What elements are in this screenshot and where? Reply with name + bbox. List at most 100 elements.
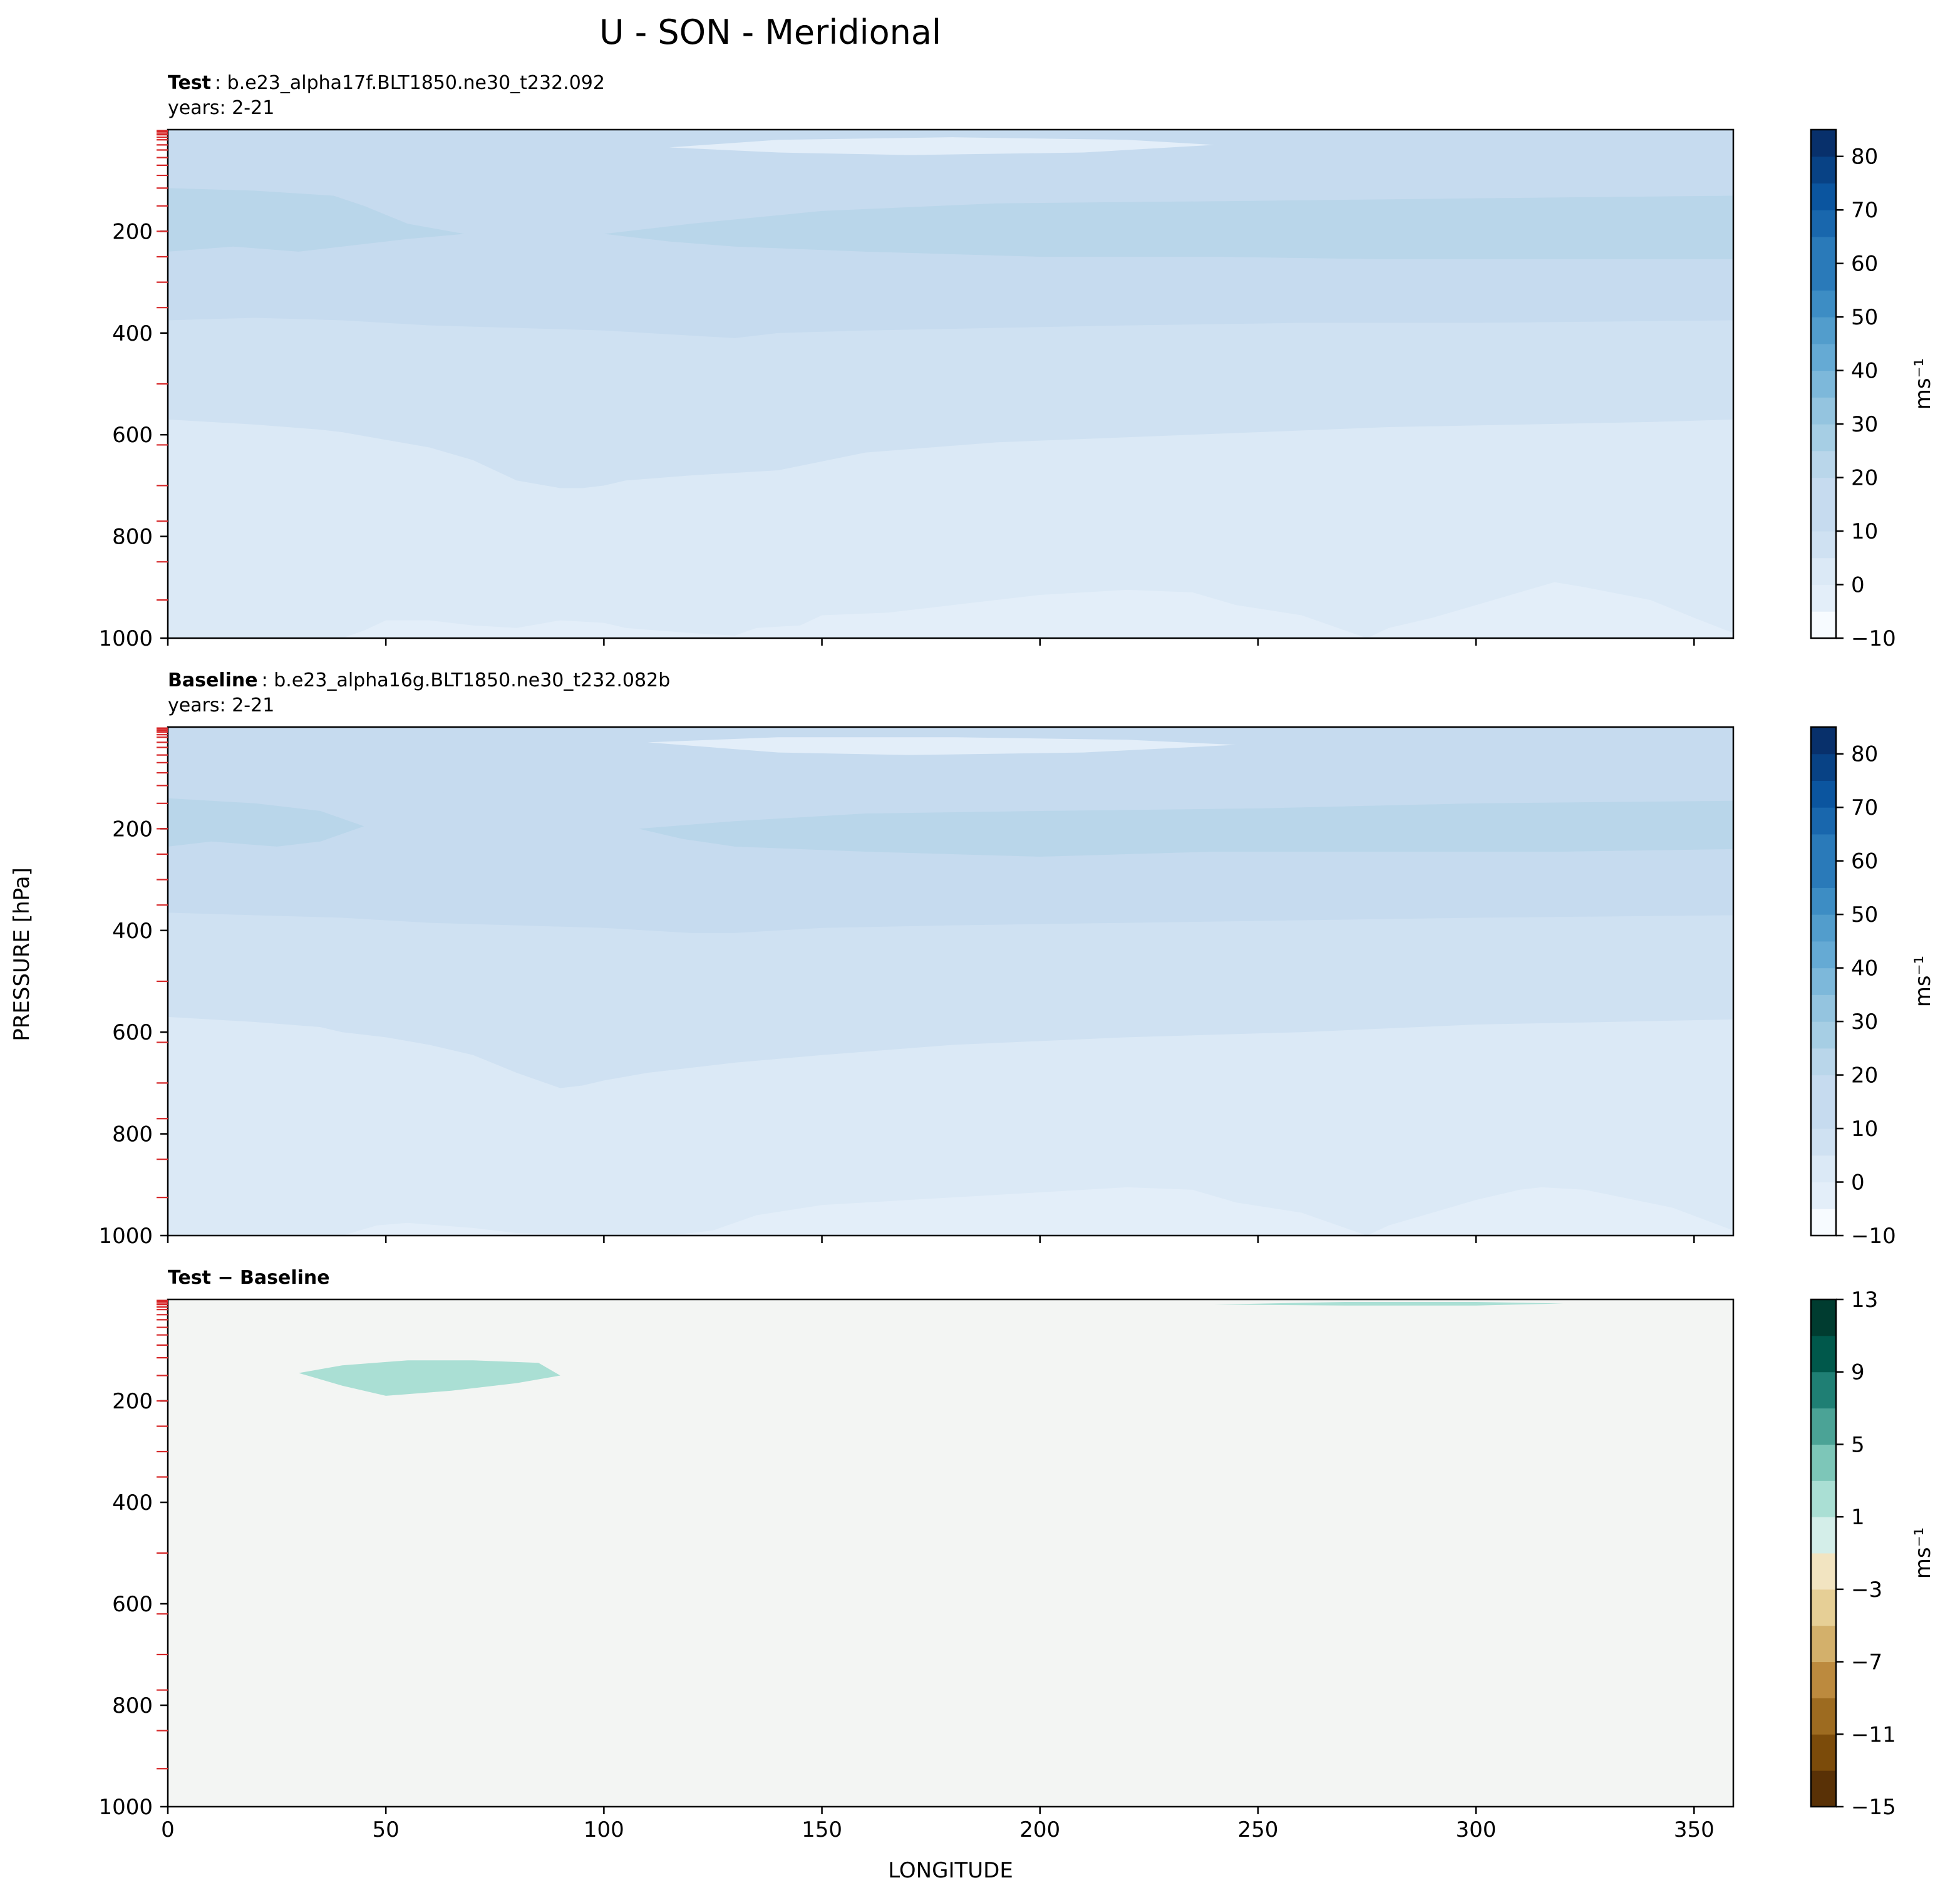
colorbar-diff: −15 −11 −7 −3 1 5 9 13 ms⁻¹	[1810, 1288, 1936, 1820]
y-tick-label: 400	[112, 919, 153, 944]
colorbar-segment	[1811, 1480, 1836, 1517]
colorbar-segment	[1811, 531, 1836, 559]
colorbar-tick-label: 60	[1851, 252, 1878, 277]
x-tick-label: 200	[1019, 1817, 1060, 1842]
colorbar-tick-label: −15	[1851, 1795, 1896, 1820]
colorbar-segment	[1811, 1661, 1836, 1698]
colorbar-segment	[1811, 1335, 1836, 1373]
colorbar-segment	[1811, 860, 1836, 888]
x-tick-label: 100	[584, 1817, 624, 1842]
colorbar-segment	[1811, 1517, 1836, 1554]
panel-baseline: 200 400 600 800 1000 −10 0 10 20 30 40 50 60 70 80 ms⁻¹	[98, 726, 1936, 1249]
y-tick-label: 200	[112, 219, 153, 244]
panel-test: 200 400 600 800 1000 −10 0 10 20 30 40 50 60 70 80 ms⁻¹	[98, 128, 1936, 651]
y-tick-label: 800	[112, 1693, 153, 1718]
y-tick-label: 200	[112, 1389, 153, 1414]
y-tick-label: 600	[112, 1020, 153, 1045]
colorbar-segment	[1811, 1128, 1836, 1156]
colorbar-label: ms⁻¹	[1911, 1527, 1936, 1579]
colorbar-test: −10 0 10 20 30 40 50 60 70 80 ms⁻¹	[1810, 128, 1936, 651]
y-tick-label: 400	[112, 1490, 153, 1515]
contour-region	[647, 737, 1237, 755]
figure-title: U - SON - Meridional	[599, 13, 941, 52]
y-tick-label: 800	[112, 525, 153, 550]
contour-region	[639, 800, 1733, 857]
colorbar-tick-label: 10	[1851, 519, 1878, 544]
colorbar-segment	[1811, 210, 1836, 237]
baseline-panel-years: years: 2-21	[168, 694, 274, 716]
colorbar-tick-label: 10	[1851, 1117, 1878, 1142]
test-panel-years: years: 2-21	[168, 97, 274, 119]
colorbar-segment	[1811, 397, 1836, 425]
colorbar-segment	[1811, 1408, 1836, 1445]
colorbar-tick-label: 20	[1851, 466, 1878, 491]
colorbar-tick-label: 50	[1851, 305, 1878, 330]
colorbar-segment	[1811, 968, 1836, 995]
colorbar-segment	[1811, 424, 1836, 452]
contour-field-baseline	[168, 727, 1733, 1236]
y-tick-label: 800	[112, 1122, 153, 1147]
colorbar-segment	[1811, 156, 1836, 183]
colorbar-tick-label: 0	[1851, 573, 1865, 598]
colorbar-segment	[1811, 753, 1836, 781]
x-tick-label: 50	[373, 1817, 400, 1842]
colorbar-tick-label: 20	[1851, 1063, 1878, 1088]
colorbar-segment	[1811, 727, 1836, 755]
contour-region	[168, 798, 364, 847]
contour-field-diff	[168, 1299, 1733, 1807]
colorbar-tick-label: −10	[1851, 1224, 1896, 1249]
colorbar-segment	[1811, 1021, 1836, 1049]
colorbar-tick-label: 30	[1851, 412, 1878, 437]
y-tick-label: 1000	[98, 1795, 153, 1820]
colorbar-segment	[1811, 941, 1836, 969]
x-tick-label: 150	[802, 1817, 842, 1842]
colorbar-segment	[1811, 1299, 1836, 1336]
colorbar-segment	[1811, 1075, 1836, 1102]
y-axis-label: PRESSURE [hPa]	[9, 867, 34, 1041]
colorbar-segment	[1811, 450, 1836, 478]
colorbar-tick-label: 30	[1851, 1009, 1878, 1035]
colorbar-segment	[1811, 183, 1836, 210]
test-panel-title: Test: b.e23_alpha17f.BLT1850.ne30_t232.0…	[168, 72, 605, 94]
y-tick-label: 200	[112, 817, 153, 842]
colorbar-tick-label: −10	[1851, 626, 1896, 651]
y-tick-label: 1000	[98, 1224, 153, 1249]
colorbar-tick-label: 1	[1851, 1505, 1865, 1530]
colorbar-segment	[1811, 1371, 1836, 1409]
colorbar-segment	[1811, 1553, 1836, 1590]
colorbar-segment	[1811, 343, 1836, 371]
colorbar-tick-label: −3	[1851, 1577, 1882, 1603]
colorbar-segment	[1811, 1102, 1836, 1129]
x-tick-label: 0	[161, 1817, 175, 1842]
colorbar-segment	[1811, 914, 1836, 942]
colorbar-segment	[1811, 887, 1836, 915]
colorbar-tick-label: −7	[1851, 1650, 1882, 1675]
x-axis-label: LONGITUDE	[888, 1858, 1013, 1883]
colorbar-frame	[1810, 1298, 1837, 1808]
colorbar-tick-label: 13	[1851, 1288, 1878, 1313]
colorbar-tick-label: 60	[1851, 849, 1878, 874]
contour-region	[669, 137, 1215, 155]
colorbar-segment	[1811, 236, 1836, 264]
colorbar-segment	[1811, 1734, 1836, 1771]
colorbar-segment	[1811, 130, 1836, 157]
colorbar-tick-label: 80	[1851, 145, 1878, 170]
colorbar-label: ms⁻¹	[1911, 956, 1936, 1007]
diff-panel-title: Test − Baseline	[168, 1267, 330, 1289]
colorbar-segment	[1811, 1182, 1836, 1209]
colorbar-segment	[1811, 1698, 1836, 1735]
x-tick-label: 250	[1237, 1817, 1278, 1842]
colorbar-tick-label: 70	[1851, 795, 1878, 820]
colorbar-frame	[1810, 726, 1837, 1237]
colorbar-segment	[1811, 1155, 1836, 1183]
contour-field-test	[168, 130, 1733, 638]
colorbar-segment	[1811, 1209, 1836, 1236]
y-tick-label: 600	[112, 423, 153, 448]
colorbar-segment	[1811, 1625, 1836, 1663]
colorbar-segment	[1811, 504, 1836, 532]
panel-diff: 200 400 600 800 1000 0 50 100 150 200 250 300 350 −15…	[98, 1288, 1936, 1842]
y-tick-label: 400	[112, 321, 153, 346]
y-tick-label: 1000	[98, 626, 153, 651]
colorbar-segment	[1811, 994, 1836, 1022]
